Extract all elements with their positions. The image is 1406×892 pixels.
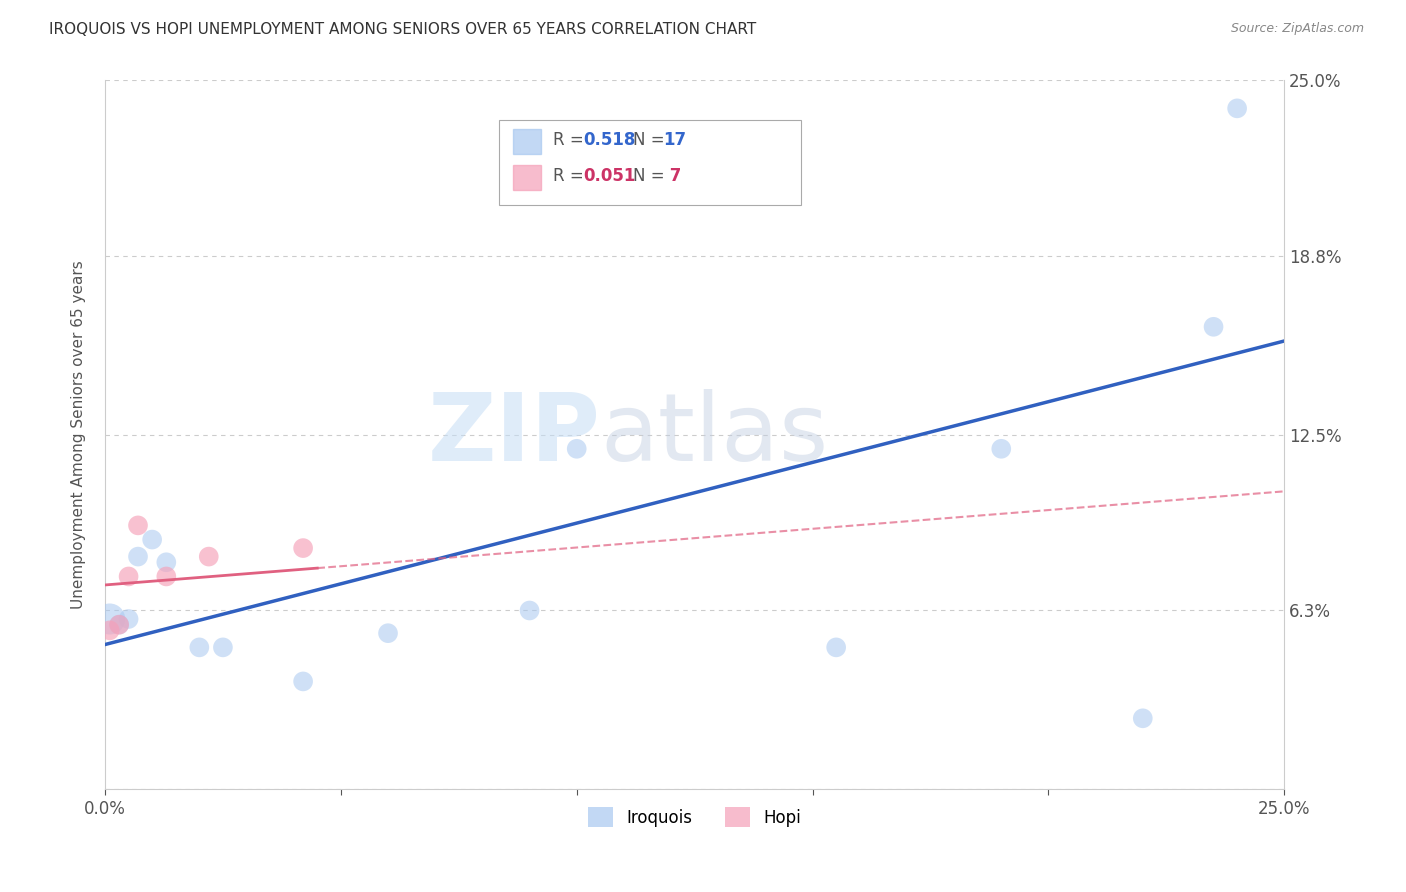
- Text: Source: ZipAtlas.com: Source: ZipAtlas.com: [1230, 22, 1364, 36]
- Point: [108, 617, 131, 632]
- Point: [565, 442, 588, 456]
- Point: [108, 617, 131, 632]
- Text: 0.051: 0.051: [583, 167, 636, 185]
- Point: [117, 612, 139, 626]
- Point: [292, 541, 315, 555]
- Point: [519, 603, 541, 617]
- Point: [98, 624, 121, 638]
- Point: [292, 674, 315, 689]
- Text: IROQUOIS VS HOPI UNEMPLOYMENT AMONG SENIORS OVER 65 YEARS CORRELATION CHART: IROQUOIS VS HOPI UNEMPLOYMENT AMONG SENI…: [49, 22, 756, 37]
- Point: [127, 549, 149, 564]
- Point: [127, 518, 149, 533]
- Point: [155, 555, 177, 569]
- Point: [155, 569, 177, 583]
- Text: N =: N =: [633, 167, 669, 185]
- Text: ZIP: ZIP: [427, 389, 600, 481]
- Text: 17: 17: [664, 131, 686, 149]
- Point: [197, 549, 219, 564]
- Text: N =: N =: [633, 131, 669, 149]
- Legend: Iroquois, Hopi: Iroquois, Hopi: [581, 800, 808, 834]
- Point: [1132, 711, 1154, 725]
- Point: [98, 612, 121, 626]
- Point: [188, 640, 211, 655]
- Y-axis label: Unemployment Among Seniors over 65 years: Unemployment Among Seniors over 65 years: [72, 260, 86, 609]
- Text: R =: R =: [553, 167, 589, 185]
- Point: [212, 640, 235, 655]
- Text: atlas: atlas: [600, 389, 828, 481]
- Point: [1202, 319, 1225, 334]
- Point: [117, 569, 139, 583]
- Point: [377, 626, 399, 640]
- Text: R =: R =: [553, 131, 589, 149]
- Point: [990, 442, 1012, 456]
- Point: [825, 640, 848, 655]
- Text: 7: 7: [664, 167, 681, 185]
- Point: [141, 533, 163, 547]
- Text: 0.518: 0.518: [583, 131, 636, 149]
- Point: [1226, 101, 1249, 115]
